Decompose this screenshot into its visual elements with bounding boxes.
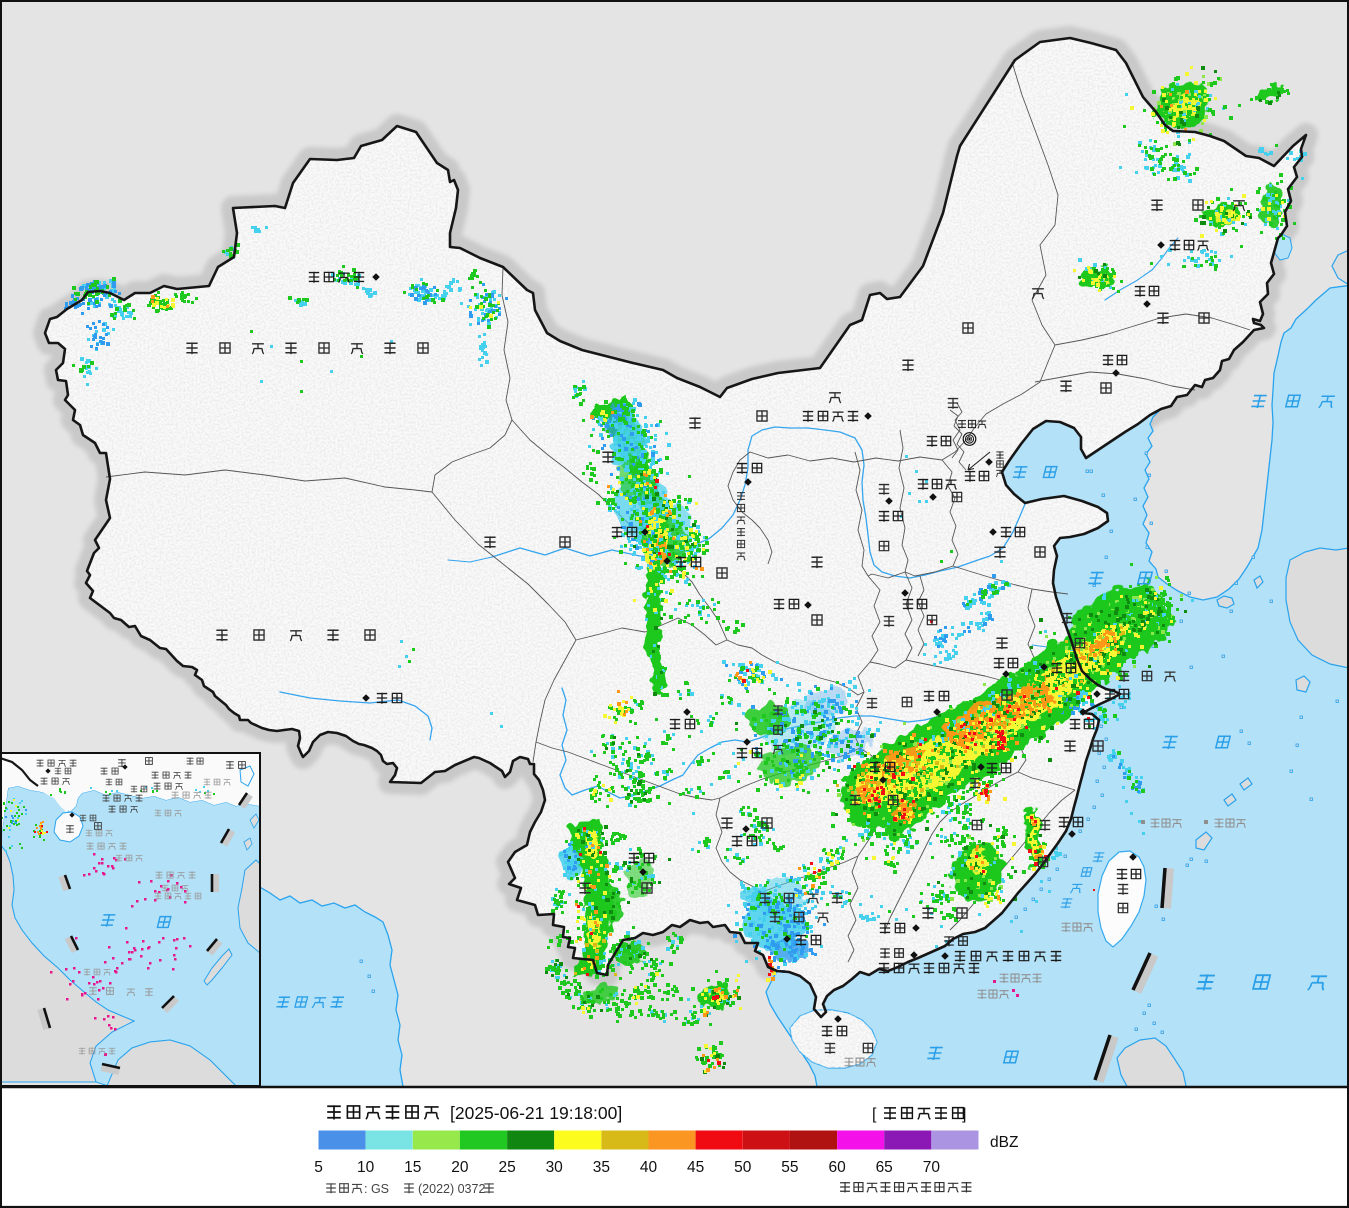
- svg-text:[2025-06-21 19:18:00]: [2025-06-21 19:18:00]: [450, 1103, 622, 1123]
- svg-text:40: 40: [640, 1159, 658, 1176]
- svg-text:45: 45: [687, 1159, 704, 1176]
- svg-text:15: 15: [404, 1159, 421, 1176]
- svg-text:20: 20: [451, 1159, 469, 1176]
- svg-text:dBZ: dBZ: [990, 1134, 1018, 1151]
- svg-text:50: 50: [734, 1159, 752, 1176]
- svg-text:[: [: [872, 1106, 877, 1123]
- svg-text:35: 35: [593, 1159, 610, 1176]
- svg-text:]: ]: [962, 1106, 966, 1123]
- svg-text:10: 10: [357, 1159, 375, 1176]
- svg-text:(2022) 0372: (2022) 0372: [418, 1182, 485, 1196]
- svg-text:: GS: : GS: [364, 1182, 389, 1196]
- svg-text:55: 55: [781, 1159, 798, 1176]
- svg-text:65: 65: [876, 1159, 893, 1176]
- svg-text:60: 60: [828, 1159, 846, 1176]
- svg-text:5: 5: [314, 1159, 323, 1176]
- svg-text:25: 25: [498, 1159, 515, 1176]
- svg-text:70: 70: [923, 1159, 941, 1176]
- svg-text:30: 30: [546, 1159, 564, 1176]
